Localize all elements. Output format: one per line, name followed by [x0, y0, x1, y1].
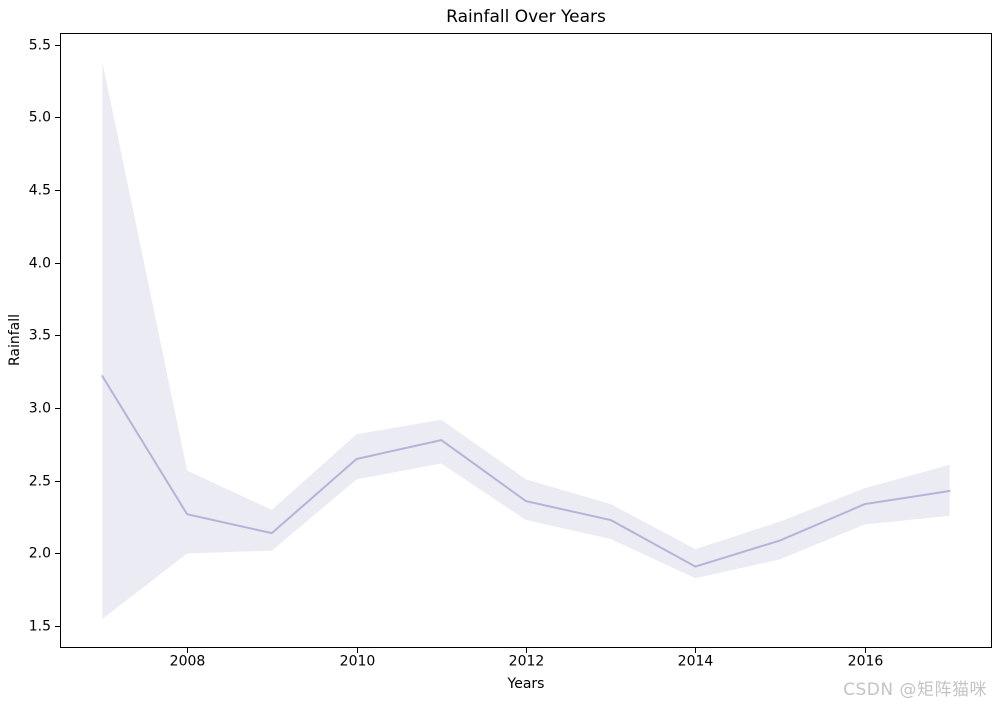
x-tick-label: 2016: [848, 654, 884, 670]
watermark-text: CSDN @矩阵猫咪: [843, 680, 987, 700]
x-tick-label: 2010: [340, 654, 376, 670]
y-tick-label: 3.5: [29, 328, 51, 344]
x-axis-label: Years: [507, 676, 545, 692]
x-tick-label: 2012: [509, 654, 545, 670]
y-tick-label: 5.5: [29, 38, 51, 54]
rainfall-line: [101, 375, 951, 568]
y-tick-label: 4.0: [29, 256, 51, 272]
y-tick-label: 5.0: [29, 110, 51, 126]
chart-title: Rainfall Over Years: [446, 7, 606, 27]
y-tick-label: 4.5: [29, 183, 51, 199]
y-tick-label: 2.0: [29, 546, 51, 562]
y-tick-label: 3.0: [29, 401, 51, 417]
y-tick-label: 2.5: [29, 474, 51, 490]
confidence-band: [102, 62, 950, 619]
y-tick-label: 1.5: [29, 619, 51, 635]
x-tick-label: 2014: [678, 654, 714, 670]
y-axis-label: Rainfall: [7, 313, 23, 367]
x-tick-label: 2008: [170, 654, 206, 670]
axes-frame: [60, 33, 992, 648]
